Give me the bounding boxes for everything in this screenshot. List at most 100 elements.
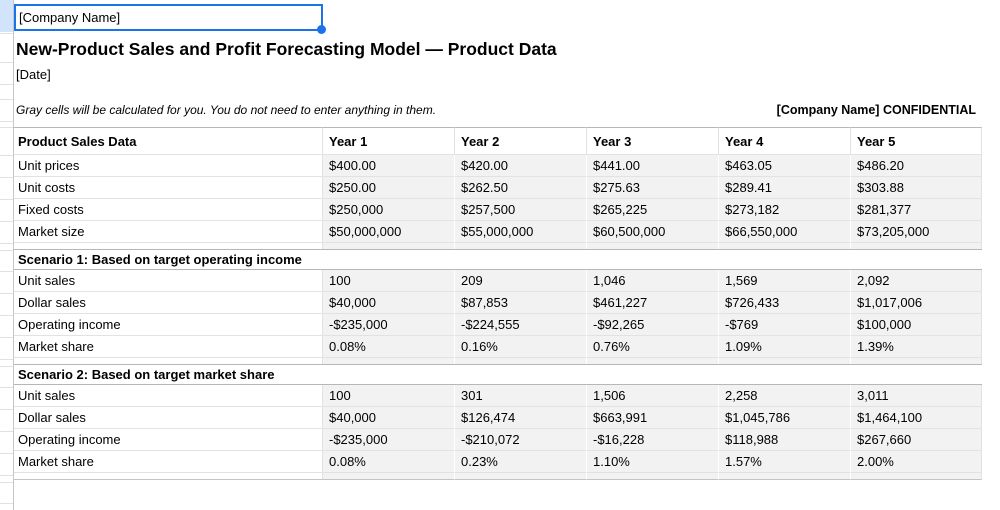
table-header-row: Product Sales Data Year 1 Year 2 Year 3 …	[14, 127, 982, 155]
value-cell[interactable]: -$92,265	[586, 314, 718, 336]
value-cell[interactable]: 0.16%	[454, 336, 586, 358]
value-cell[interactable]: 1.39%	[850, 336, 982, 358]
row-label-cell[interactable]: Dollar sales	[14, 407, 322, 429]
value-cell[interactable]: 1,046	[586, 270, 718, 292]
row-label-cell[interactable]: Operating income	[14, 314, 322, 336]
product-data-table: Product Sales Data Year 1 Year 2 Year 3 …	[14, 127, 982, 480]
value-cell[interactable]: $400.00	[322, 155, 454, 177]
value-cell[interactable]: $463.05	[718, 155, 850, 177]
value-cell[interactable]: $262.50	[454, 177, 586, 199]
row-divider	[0, 177, 13, 178]
value-cell[interactable]: $303.88	[850, 177, 982, 199]
table-row: Market size $50,000,000 $55,000,000 $60,…	[14, 221, 982, 243]
row-label-cell[interactable]: Unit sales	[14, 385, 322, 407]
value-cell[interactable]: 0.08%	[322, 336, 454, 358]
column-header-cell[interactable]: Year 2	[454, 127, 586, 155]
value-cell[interactable]: $1,464,100	[850, 407, 982, 429]
value-cell[interactable]: 0.23%	[454, 451, 586, 473]
row-label-cell[interactable]: Market share	[14, 336, 322, 358]
value-cell[interactable]: $1,045,786	[718, 407, 850, 429]
value-cell[interactable]: $66,550,000	[718, 221, 850, 243]
value-cell[interactable]: $73,205,000	[850, 221, 982, 243]
value-cell[interactable]: -$16,228	[586, 429, 718, 451]
value-cell[interactable]: 1,569	[718, 270, 850, 292]
value-cell[interactable]: $87,853	[454, 292, 586, 314]
value-cell[interactable]: $663,991	[586, 407, 718, 429]
value-cell[interactable]: $40,000	[322, 407, 454, 429]
value-cell[interactable]: 1.09%	[718, 336, 850, 358]
page-title[interactable]: New-Product Sales and Profit Forecasting…	[16, 39, 557, 59]
confidential-text[interactable]: [Company Name] CONFIDENTIAL	[776, 103, 976, 117]
value-cell[interactable]: 301	[454, 385, 586, 407]
value-cell[interactable]: $126,474	[454, 407, 586, 429]
value-cell[interactable]: -$224,555	[454, 314, 586, 336]
row-label-cell[interactable]: Fixed costs	[14, 199, 322, 221]
value-cell[interactable]: 100	[322, 385, 454, 407]
note-text[interactable]: Gray cells will be calculated for you. Y…	[16, 103, 437, 117]
value-cell[interactable]: $118,988	[718, 429, 850, 451]
value-cell[interactable]: $289.41	[718, 177, 850, 199]
row-divider	[0, 387, 13, 388]
value-cell[interactable]: $486.20	[850, 155, 982, 177]
row-divider	[0, 315, 13, 316]
value-cell[interactable]: 2,258	[718, 385, 850, 407]
value-cell[interactable]: $50,000,000	[322, 221, 454, 243]
date-cell[interactable]: [Date]	[16, 67, 51, 82]
value-cell[interactable]: $265,225	[586, 199, 718, 221]
value-cell[interactable]: 100	[322, 270, 454, 292]
column-header-cell[interactable]: Year 4	[718, 127, 850, 155]
value-cell[interactable]: $726,433	[718, 292, 850, 314]
value-cell[interactable]: $267,660	[850, 429, 982, 451]
value-cell[interactable]: 0.08%	[322, 451, 454, 473]
section-title-cell[interactable]: Scenario 2: Based on target market share	[14, 364, 982, 385]
value-cell[interactable]: $281,377	[850, 199, 982, 221]
value-cell[interactable]: $275.63	[586, 177, 718, 199]
row-divider	[0, 127, 13, 128]
table-title-cell[interactable]: Product Sales Data	[14, 127, 322, 155]
section-header-row: Scenario 2: Based on target market share	[14, 364, 982, 385]
section-title-cell[interactable]: Scenario 1: Based on target operating in…	[14, 249, 982, 270]
table-row: Dollar sales $40,000 $87,853 $461,227 $7…	[14, 292, 982, 314]
value-cell[interactable]: $420.00	[454, 155, 586, 177]
value-cell[interactable]: -$235,000	[322, 314, 454, 336]
value-cell[interactable]: $257,500	[454, 199, 586, 221]
value-cell[interactable]: 1.10%	[586, 451, 718, 473]
value-cell[interactable]: 209	[454, 270, 586, 292]
value-cell[interactable]: $441.00	[586, 155, 718, 177]
value-cell[interactable]: 1,506	[586, 385, 718, 407]
row-divider	[0, 84, 13, 85]
selected-row-header	[0, 0, 13, 32]
row-divider	[0, 121, 13, 122]
row-label-cell[interactable]: Unit prices	[14, 155, 322, 177]
value-cell[interactable]: -$235,000	[322, 429, 454, 451]
value-cell[interactable]: 2.00%	[850, 451, 982, 473]
value-cell[interactable]: 3,011	[850, 385, 982, 407]
value-cell[interactable]: $100,000	[850, 314, 982, 336]
value-cell[interactable]: $55,000,000	[454, 221, 586, 243]
row-label-cell[interactable]: Operating income	[14, 429, 322, 451]
value-cell[interactable]: $250.00	[322, 177, 454, 199]
row-divider	[0, 475, 13, 476]
value-cell[interactable]: -$769	[718, 314, 850, 336]
value-cell[interactable]: 1.57%	[718, 451, 850, 473]
row-label-cell[interactable]: Market share	[14, 451, 322, 473]
column-header-cell[interactable]: Year 5	[850, 127, 982, 155]
row-divider	[0, 243, 13, 244]
value-cell[interactable]: 2,092	[850, 270, 982, 292]
value-cell[interactable]: -$210,072	[454, 429, 586, 451]
row-label-cell[interactable]: Dollar sales	[14, 292, 322, 314]
value-cell[interactable]: $461,227	[586, 292, 718, 314]
column-header-cell[interactable]: Year 1	[322, 127, 454, 155]
column-header-cell[interactable]: Year 3	[586, 127, 718, 155]
value-cell[interactable]: $250,000	[322, 199, 454, 221]
value-cell[interactable]: $273,182	[718, 199, 850, 221]
fill-handle[interactable]	[317, 25, 326, 34]
value-cell[interactable]: $40,000	[322, 292, 454, 314]
value-cell[interactable]: $60,500,000	[586, 221, 718, 243]
row-label-cell[interactable]: Market size	[14, 221, 322, 243]
row-label-cell[interactable]: Unit sales	[14, 270, 322, 292]
value-cell[interactable]: $1,017,006	[850, 292, 982, 314]
value-cell[interactable]: 0.76%	[586, 336, 718, 358]
selected-cell[interactable]: [Company Name]	[14, 4, 326, 34]
row-label-cell[interactable]: Unit costs	[14, 177, 322, 199]
